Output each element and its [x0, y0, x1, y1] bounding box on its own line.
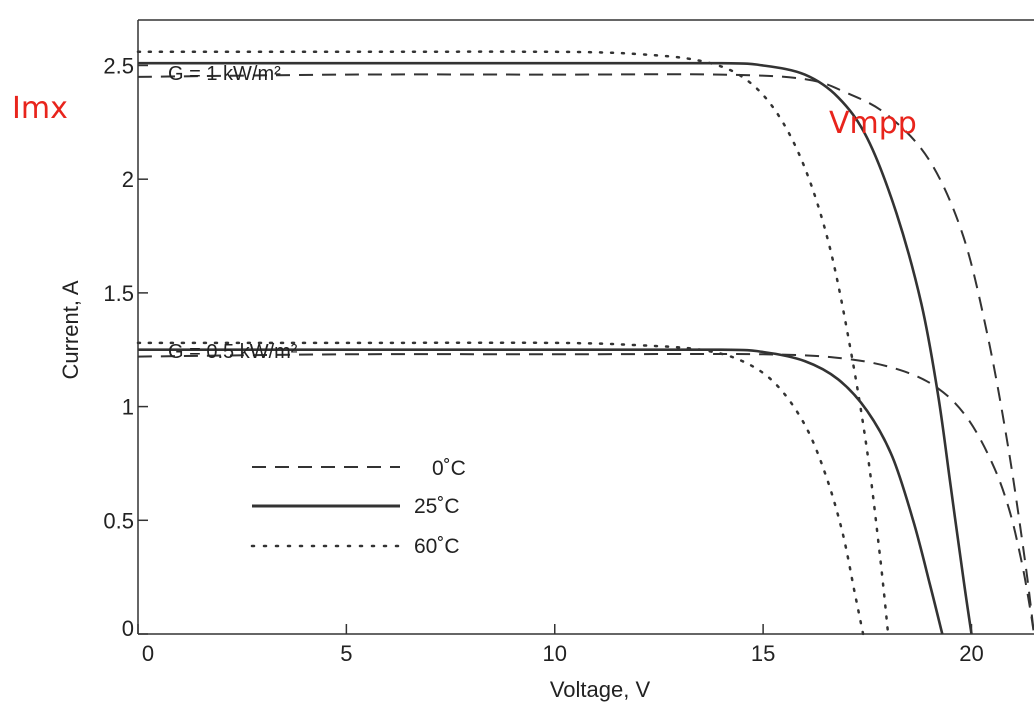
- curve-g1-25c: [138, 61, 973, 635]
- legend-label-60c: 60˚C: [414, 535, 460, 558]
- annotation-g1: G = 1 kW/m²: [168, 63, 281, 85]
- legend-label-25c: 25˚C: [414, 495, 460, 518]
- curve-g05-25c: [138, 348, 944, 635]
- y-tick-label: 0: [122, 616, 134, 641]
- annotation-imx: Imx: [12, 91, 68, 126]
- x-tick-label: 0: [142, 641, 154, 666]
- y-tick-label: 1: [122, 395, 134, 420]
- curve-g1-0c: [137, 73, 1034, 635]
- x-tick-label: 5: [340, 641, 352, 666]
- x-axis-title: Voltage, V: [550, 677, 651, 702]
- y-tick-label: 0.5: [103, 508, 134, 533]
- y-axis-title: Current, A: [58, 280, 83, 379]
- axis-ticks: 0 5 10 15 20 0 0.5 1 1.5 2 2.5: [103, 53, 983, 666]
- y-tick-label: 2: [122, 167, 134, 192]
- legend-label-0c: 0˚C: [432, 457, 466, 480]
- legend: 0˚C 25˚C 60˚C: [250, 457, 466, 558]
- curves-group: [136, 50, 1034, 636]
- annotation-g05: G = 0.5 kW/m²: [168, 341, 298, 363]
- y-tick-label: 1.5: [103, 281, 134, 306]
- curve-g05-0c: [137, 352, 1034, 635]
- x-tick-label: 15: [751, 641, 775, 666]
- curve-g05-60c: [136, 341, 865, 636]
- x-tick-label: 20: [959, 641, 983, 666]
- curve-g1-60c: [136, 50, 890, 636]
- x-tick-label: 10: [543, 641, 567, 666]
- annotation-vmpp: Vmpp: [829, 106, 917, 141]
- y-tick-label: 2.5: [103, 53, 134, 78]
